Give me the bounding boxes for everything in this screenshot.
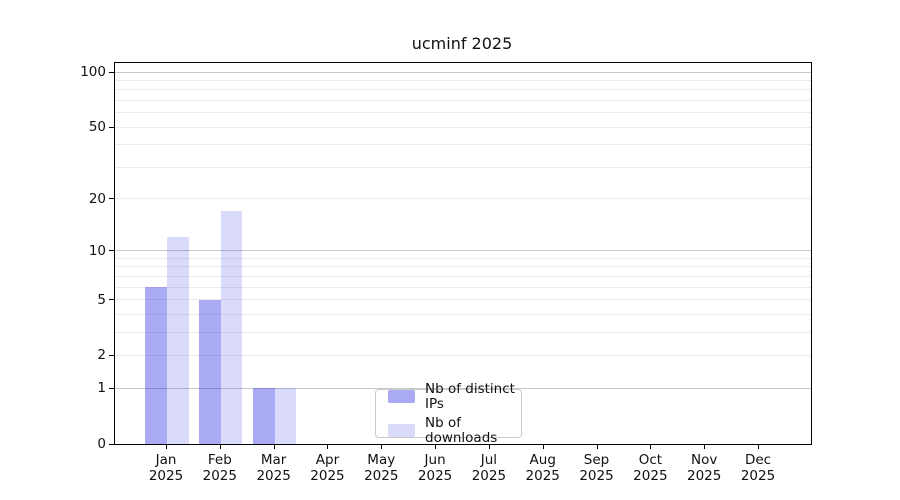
x-tick: [650, 444, 652, 449]
bar-mar-ips: [253, 388, 275, 444]
y-tick: [109, 71, 114, 73]
x-tick-label: Jan 2025: [148, 452, 184, 484]
legend-swatch: [388, 424, 415, 437]
minor-gridline: [115, 166, 811, 168]
x-tick: [381, 444, 383, 449]
minor-gridline: [115, 112, 811, 114]
x-tick-label: Oct 2025: [633, 452, 668, 484]
x-tick: [435, 444, 437, 449]
x-tick-label: Nov 2025: [686, 452, 722, 484]
x-tick: [542, 444, 544, 449]
x-tick-label: Apr 2025: [310, 452, 345, 484]
minor-gridline: [115, 126, 811, 128]
y-tick-label: 20: [88, 190, 106, 207]
bar-feb-ips: [199, 299, 221, 444]
minor-gridline: [115, 354, 811, 356]
minor-gridline: [115, 331, 811, 333]
x-tick: [273, 444, 275, 449]
major-gridline: [115, 250, 811, 252]
chart-title: ucminf 2025: [411, 34, 513, 53]
minor-gridline: [115, 89, 811, 91]
y-tick: [109, 354, 114, 356]
y-tick: [109, 250, 114, 252]
y-tick: [109, 443, 114, 445]
minor-gridline: [115, 144, 811, 146]
legend: Nb of distinct IPs Nb of downloads: [375, 381, 522, 445]
legend-item: Nb of downloads: [388, 414, 521, 446]
x-tick-label: Mar 2025: [256, 452, 291, 484]
minor-gridline: [115, 99, 811, 101]
minor-gridline: [115, 313, 811, 315]
bar-jan-downloads: [167, 237, 189, 444]
minor-gridline: [115, 257, 811, 259]
legend-swatch: [388, 390, 415, 403]
y-tick-label: 2: [97, 347, 106, 364]
y-tick: [109, 198, 114, 200]
legend-item: Nb of distinct IPs: [388, 380, 521, 412]
minor-gridline: [115, 286, 811, 288]
y-tick-label: 5: [97, 291, 106, 308]
x-tick: [219, 444, 221, 449]
y-tick-label: 0: [97, 436, 106, 452]
y-tick-label: 10: [88, 242, 106, 259]
bar-jan-ips: [145, 287, 167, 444]
legend-label: Nb of distinct IPs: [425, 380, 515, 412]
x-tick: [758, 444, 759, 449]
x-tick: [166, 444, 167, 449]
plot-area: [114, 62, 812, 445]
y-tick-label: 1: [97, 380, 106, 397]
bar-mar-downloads: [274, 388, 297, 444]
y-tick: [109, 299, 114, 301]
x-tick-label: Jul 2025: [471, 452, 507, 484]
x-tick-label: Feb 2025: [202, 452, 237, 484]
minor-gridline: [115, 299, 811, 301]
y-tick: [109, 126, 114, 128]
y-tick: [109, 387, 114, 389]
x-tick-label: Sep 2025: [579, 452, 614, 484]
major-gridline: [115, 387, 811, 389]
x-tick: [596, 444, 598, 449]
minor-gridline: [115, 266, 811, 268]
bar-feb-downloads: [220, 211, 243, 444]
x-tick-label: Jun 2025: [417, 452, 453, 484]
x-tick: [488, 444, 490, 449]
y-tick-label: 50: [88, 119, 106, 136]
minor-gridline: [115, 275, 811, 277]
x-tick: [327, 444, 329, 449]
major-gridline: [115, 71, 811, 73]
x-tick-label: May 2025: [364, 452, 399, 484]
y-tick-label: 100: [80, 64, 106, 81]
x-tick: [704, 444, 706, 449]
x-tick-label: Aug 2025: [525, 452, 560, 484]
x-tick-label: Dec 2025: [740, 452, 776, 484]
minor-gridline: [115, 198, 811, 200]
minor-gridline: [115, 79, 811, 81]
legend-label: Nb of downloads: [425, 414, 498, 446]
